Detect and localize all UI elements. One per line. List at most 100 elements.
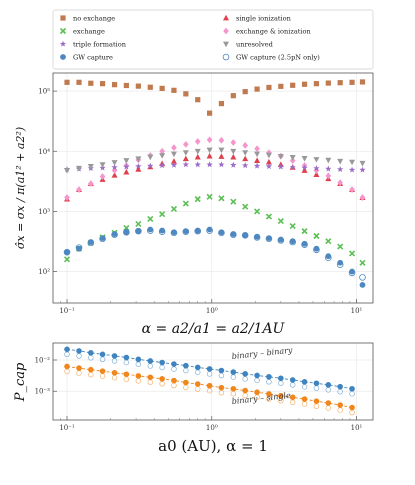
point-single-ionization [182, 155, 189, 162]
point-open-cap-binary-single [301, 401, 308, 407]
point-cap-binary-binary [183, 362, 189, 369]
y-tick-label: 10³ [38, 208, 50, 216]
point-no-exchange [171, 87, 177, 93]
point-gw-capture-25pn [99, 235, 106, 243]
point-cap-binary-binary [111, 353, 118, 359]
point-gw-capture-25pn [289, 238, 296, 246]
point-exchange [265, 213, 273, 220]
point-cap-binary-single [183, 379, 189, 386]
point-gw-capture-25pn [123, 228, 130, 236]
point-cap-binary-binary [254, 372, 260, 379]
point-cap-binary-binary [301, 379, 308, 385]
point-single-ionization [111, 171, 118, 178]
legend-label-gw-capture-25pn: GW capture (2.5pN only) [236, 53, 320, 61]
point-unresolved [182, 150, 189, 156]
point-cap-binary-binary [206, 366, 213, 372]
point-no-exchange [325, 80, 331, 86]
point-cap-binary-single [278, 392, 284, 399]
bottom-axes-frame [52, 342, 374, 421]
point-gw-capture [123, 229, 130, 236]
point-cap-binary-single [123, 371, 130, 378]
point-no-exchange [301, 81, 308, 87]
point-cap-binary-binary [135, 356, 142, 363]
point-gw-capture-25pn [325, 254, 332, 261]
point-gw-capture [337, 259, 344, 266]
point-cap-binary-single [337, 402, 343, 408]
point-open-cap-binary-single [99, 373, 106, 379]
top-panel: 10⁻¹ 10⁰ 10¹ 10² 10³ 10⁴ 10⁵ α = a2/a1 = a2/1A… [14, 72, 374, 337]
legend-marker-unresolved [223, 41, 229, 48]
legend-frame [52, 9, 374, 70]
point-cap-binary-binary [171, 361, 177, 367]
point-single-ionization [313, 171, 320, 177]
point-no-exchange [230, 93, 236, 99]
point-cap-binary-single [325, 400, 332, 406]
top-ticks: 10⁻¹ 10⁰ 10¹ 10² 10³ 10⁴ 10⁵ [38, 88, 362, 315]
point-exchange-ionization [337, 179, 343, 187]
point-no-exchange [123, 82, 129, 89]
point-no-exchange [206, 110, 213, 116]
point-no-exchange [64, 79, 70, 85]
point-unresolved [123, 158, 130, 164]
bottom-ticks: 10⁻¹ 10⁰ 10¹ 10⁻³ 10⁻² [35, 356, 363, 432]
point-unresolved [289, 155, 296, 161]
point-cap-binary-single [301, 396, 308, 402]
point-open-cap-binary-binary [301, 384, 308, 390]
y-tick-label: 10⁻² [35, 356, 51, 364]
point-exchange [63, 256, 71, 263]
annotation-binary-single: binary – single [231, 391, 291, 406]
point-no-exchange [242, 89, 248, 95]
point-exchange-ionization [242, 142, 248, 149]
point-exchange [325, 238, 332, 245]
point-cap-binary-single [194, 381, 201, 387]
point-unresolved [230, 148, 237, 155]
legend-label-unresolved: unresolved [236, 40, 274, 48]
point-unresolved [265, 152, 272, 159]
point-open-cap-binary-binary [242, 376, 248, 382]
point-no-exchange [313, 81, 320, 87]
point-open-cap-binary-binary [171, 366, 177, 372]
point-single-ionization [265, 158, 272, 165]
point-exchange-ionization [88, 180, 94, 187]
point-cap-binary-binary [88, 349, 94, 356]
point-gw-capture-25pn [313, 246, 320, 254]
point-exchange [301, 228, 308, 235]
point-gw-capture-25pn [63, 248, 71, 256]
legend-marker-gw-capture [60, 54, 66, 60]
point-open-cap-binary-binary [349, 391, 355, 397]
x-tick-label: 10⁻¹ [59, 307, 75, 315]
point-gw-capture-25pn [265, 235, 273, 243]
point-cap-binary-binary [266, 373, 272, 380]
point-no-exchange [76, 79, 82, 85]
point-triple-formation [277, 163, 284, 170]
point-cap-binary-binary [123, 354, 130, 361]
point-gw-capture [349, 268, 355, 275]
bottom-ylabel: P_cap [13, 362, 28, 402]
point-single-ionization [135, 166, 142, 172]
point-triple-formation [194, 161, 201, 168]
point-open-cap-binary-single [325, 405, 332, 411]
point-cap-binary-binary [349, 385, 355, 392]
point-gw-capture-25pn [111, 231, 118, 238]
point-exchange-ionization [313, 167, 320, 174]
bottom-marks [64, 346, 355, 416]
legend-marker-exchange [59, 27, 67, 35]
point-cap-binary-binary [337, 383, 343, 390]
point-gw-capture-25pn [194, 227, 202, 235]
point-gw-capture-25pn [277, 237, 285, 244]
point-no-exchange [359, 79, 366, 85]
point-open-cap-binary-single [313, 403, 320, 409]
point-unresolved [206, 147, 213, 154]
point-no-exchange [290, 82, 296, 88]
point-single-ionization [242, 155, 249, 162]
point-gw-capture-25pn [146, 227, 154, 234]
point-triple-formation [313, 165, 320, 172]
point-cap-binary-single [349, 404, 355, 411]
point-unresolved [313, 157, 320, 163]
point-exchange-ionization [218, 136, 225, 144]
point-open-cap-binary-single [88, 371, 94, 378]
point-gw-capture-25pn [253, 234, 261, 241]
point-no-exchange [88, 80, 94, 86]
point-no-exchange [349, 79, 355, 85]
point-open-cap-binary-single [289, 399, 296, 405]
